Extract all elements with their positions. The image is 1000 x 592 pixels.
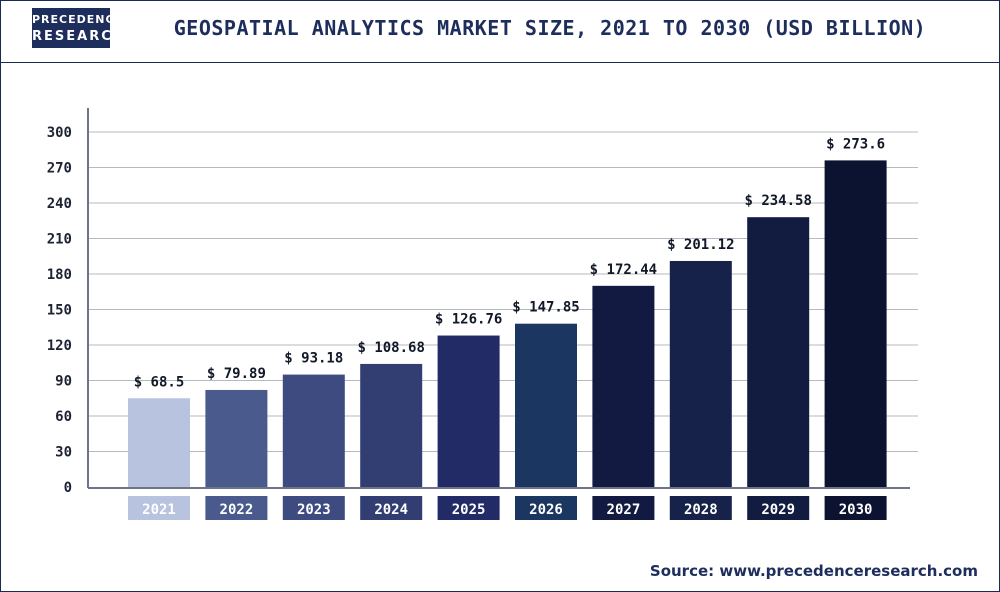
data-label-2023: $ 93.18 — [284, 351, 343, 367]
data-label-2030: $ 273.6 — [826, 136, 885, 152]
data-label-2026: $ 147.85 — [512, 300, 579, 316]
x-tick-label-2026: 2026 — [529, 502, 563, 518]
x-tick-label-2022: 2022 — [220, 502, 254, 518]
x-tick-box-2021 — [128, 496, 190, 520]
x-tick-box-2022 — [205, 496, 268, 520]
bars — [128, 160, 887, 487]
x-tick-box-2026 — [515, 496, 577, 520]
y-tick-label: 240 — [47, 196, 72, 212]
bar-2022 — [205, 389, 268, 487]
data-label-2025: $ 126.76 — [435, 312, 502, 328]
y-tick-label: 300 — [47, 125, 72, 141]
x-tick-label-2023: 2023 — [297, 502, 331, 518]
data-label-2021: $ 68.5 — [134, 374, 185, 390]
bar-2024 — [360, 363, 423, 487]
x-tick-box-2030 — [824, 496, 887, 520]
logo-line-1: PRECEDENCE — [32, 13, 124, 26]
y-tick-label: 90 — [55, 374, 72, 390]
x-tick-box-2029 — [747, 496, 810, 520]
logo-line-2: RESEARCH — [32, 29, 126, 44]
data-label-2022: $ 79.89 — [207, 366, 266, 382]
y-tick-label: 120 — [47, 338, 72, 354]
chart-title: GEOSPATIAL ANALYTICS MARKET SIZE, 2021 T… — [173, 16, 927, 40]
bar-2023 — [282, 374, 345, 487]
x-tick-label-2027: 2027 — [607, 502, 641, 518]
data-label-2024: $ 108.68 — [357, 340, 424, 356]
y-tick-label: 30 — [55, 445, 72, 461]
bar-2027 — [592, 285, 655, 487]
bar-2030 — [824, 160, 887, 487]
y-tick-label: 210 — [47, 232, 72, 248]
x-tick-label-2021: 2021 — [142, 502, 176, 518]
x-tick-label-2030: 2030 — [839, 502, 873, 518]
x-tick-labels: 2021 2022 2023 2024 2025 2026 2027 2028 2029 2030 — [128, 496, 887, 520]
x-tick-box-2028 — [669, 496, 732, 520]
y-tick-labels: 0 30 60 90 120 150 180 210 240 270 300 — [47, 125, 72, 496]
x-tick-box-2023 — [282, 496, 345, 520]
source-note: Source: www.precedenceresearch.com — [649, 562, 978, 580]
data-labels: $ 68.5 $ 79.89 $ 93.18 $ 108.68 $ 126.76 $ 14… — [134, 136, 885, 390]
x-tick-label-2029: 2029 — [761, 502, 795, 518]
y-tick-label: 150 — [47, 303, 72, 319]
brand-logo: PRECEDENCE RESEARCH — [32, 8, 126, 48]
header-divider — [0, 62, 1000, 63]
x-tick-box-2027 — [592, 496, 655, 520]
bar-2026 — [515, 323, 577, 487]
x-tick-box-2025 — [437, 496, 500, 520]
data-label-2029: $ 234.58 — [744, 193, 811, 209]
data-label-2028: $ 201.12 — [667, 237, 734, 253]
x-tick-label-2028: 2028 — [684, 502, 718, 518]
data-label-2027: $ 172.44 — [590, 262, 657, 278]
y-tick-label: 60 — [55, 409, 72, 425]
y-tick-label: 270 — [47, 161, 72, 177]
bar-2028 — [669, 260, 732, 487]
bar-chart: 0 30 60 90 120 150 180 210 240 270 300 $ 68.5 $ 79.… — [47, 108, 918, 520]
x-tick-label-2024: 2024 — [374, 502, 408, 518]
x-tick-label-2025: 2025 — [452, 502, 486, 518]
x-tick-box-2024 — [360, 496, 423, 520]
y-tick-label: 180 — [47, 267, 72, 283]
bar-2021 — [128, 398, 190, 487]
bar-2029 — [747, 217, 810, 487]
bar-2025 — [437, 335, 500, 487]
y-tick-label: 0 — [64, 480, 72, 496]
axes — [87, 108, 910, 489]
